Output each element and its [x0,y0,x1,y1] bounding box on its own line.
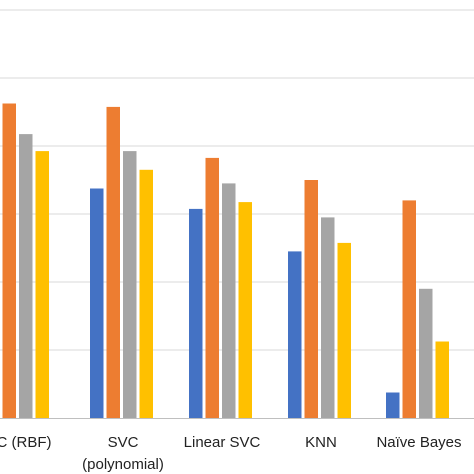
bar-series3-cat2 [123,151,137,418]
bar-series3-cat5 [419,288,433,418]
bar-series2-cat2 [106,106,120,419]
category-label-2-line1: SVC [108,434,139,451]
bar-series4-cat3 [238,202,252,418]
bar-series1-cat2 [90,188,104,418]
bar-series4-cat4 [337,242,351,418]
gridlines [0,9,474,351]
bar-series2-cat1 [2,103,16,418]
bar-series1-cat4 [288,251,302,418]
category-label-5: Naïve Bayes [376,434,461,451]
bar-series1-cat5 [386,392,400,418]
bar-series2-cat5 [402,200,416,418]
bar-series3-cat1 [19,134,33,418]
bar-series3-cat3 [222,183,236,418]
bar-series3-cat4 [321,217,335,418]
category-label-4: KNN [305,434,337,451]
category-label-1: VC (RBF) [0,434,52,451]
bar-series2-cat3 [205,157,219,418]
bar-series2-cat4 [304,180,318,418]
bars [2,103,449,419]
category-label-3: Linear SVC [184,434,261,451]
bar-series4-cat1 [35,151,49,418]
bar-series4-cat5 [435,341,449,418]
bar-series1-cat3 [189,208,203,418]
category-label-2-line2: (polynomial) [82,456,164,473]
category-labels: VC (RBF) SVC (polynomial) Linear SVC KNN Naïv… [0,434,462,473]
bar-series4-cat2 [139,169,153,418]
